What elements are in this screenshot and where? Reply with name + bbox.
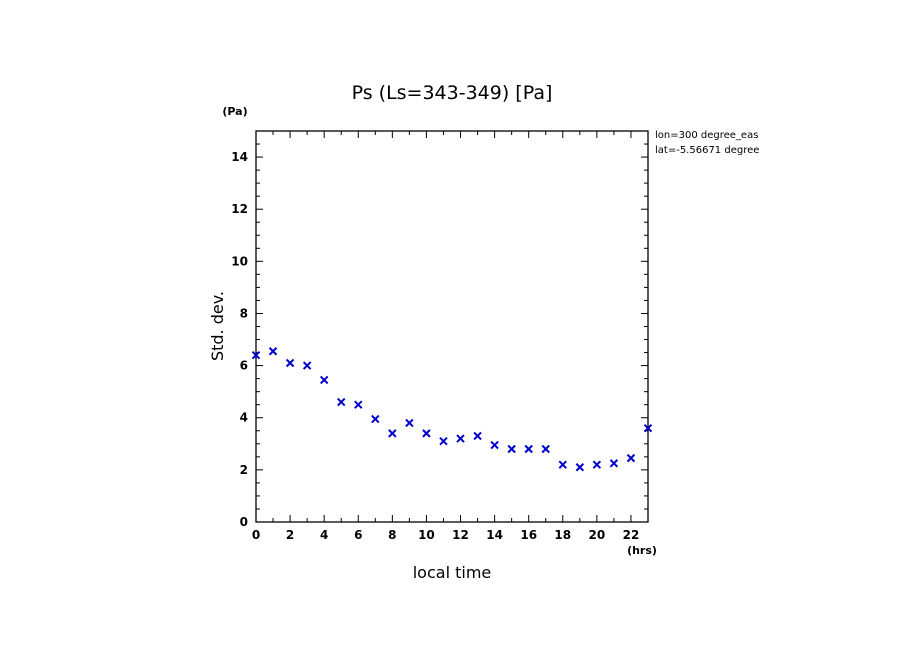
- x-tick-labels: 0 2 4 6 8 10 12 14 16 18 20 22: [252, 528, 639, 542]
- data-point: [337, 397, 346, 407]
- y-tick-label: 4: [240, 411, 248, 425]
- y-unit-label: (Pa): [222, 105, 247, 118]
- data-point: [473, 431, 482, 441]
- x-tick-label: 18: [554, 528, 571, 542]
- x-axis-title: local time: [413, 563, 492, 582]
- data-point: [524, 444, 533, 454]
- x-unit-label: (hrs): [627, 544, 657, 557]
- data-point: [405, 418, 414, 428]
- data-point: [575, 463, 585, 472]
- y-tick-label: 2: [240, 463, 248, 477]
- chart-title: Ps (Ls=343-349) [Pa]: [352, 82, 553, 104]
- y-tick-label: 0: [240, 515, 248, 529]
- x-tick-label: 6: [354, 528, 362, 542]
- x-tick-label: 22: [623, 528, 640, 542]
- data-point: [592, 460, 602, 469]
- lon-annotation: lon=300 degree_eas: [655, 130, 758, 141]
- data-point: [388, 429, 397, 438]
- x-tick-label: 2: [286, 528, 294, 542]
- data-point: [456, 434, 465, 443]
- x-tick-label: 10: [418, 528, 435, 542]
- x-tick-label: 20: [589, 528, 606, 542]
- data-point: [490, 440, 499, 450]
- data-point: [319, 375, 329, 385]
- x-tick-label: 14: [486, 528, 503, 542]
- y-axis-title: Std. dev.: [208, 291, 227, 361]
- x-tick-label: 8: [388, 528, 396, 542]
- data-point: [609, 459, 619, 468]
- y-tick-label: 10: [231, 254, 248, 268]
- data-point: [268, 347, 278, 356]
- plot-frame: [255, 130, 649, 523]
- x-tick-label: 16: [520, 528, 537, 542]
- lat-annotation: lat=-5.56671 degree: [655, 145, 759, 156]
- data-point: [302, 361, 312, 370]
- y-tick-label: 12: [231, 202, 248, 216]
- x-tick-label: 4: [320, 528, 328, 542]
- y-tick-label: 14: [231, 150, 248, 164]
- y-tick-labels: 0 2 4 6 8 10 12 14: [231, 150, 248, 529]
- data-point: [439, 436, 448, 446]
- data-point: [371, 414, 380, 424]
- data-point: [422, 429, 431, 438]
- y-tick-label: 8: [240, 306, 248, 320]
- x-tick-label: 0: [252, 528, 260, 542]
- data-point: [558, 460, 567, 469]
- data-points: [251, 347, 653, 472]
- data-point: [643, 423, 653, 433]
- data-point: [251, 350, 261, 360]
- data-point: [354, 400, 363, 409]
- y-tick-label: 6: [240, 359, 248, 373]
- data-point: [285, 358, 295, 368]
- data-point: [626, 453, 636, 463]
- axis-ticks: [255, 130, 649, 523]
- x-tick-label: 12: [452, 528, 469, 542]
- data-point: [541, 444, 550, 454]
- data-point: [507, 444, 516, 454]
